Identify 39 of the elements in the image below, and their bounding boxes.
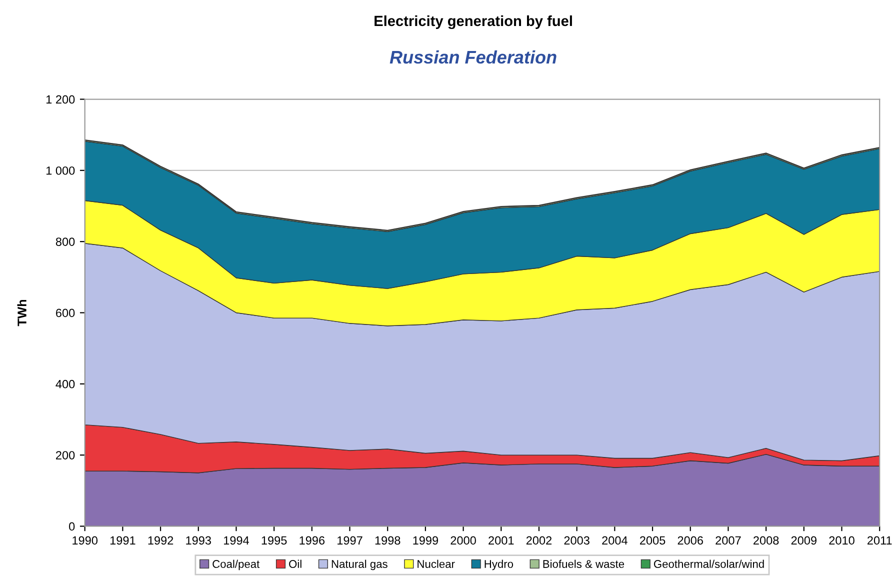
y-tick-label: 0 (69, 522, 75, 531)
x-tick-label: 1992 (148, 536, 174, 545)
chart-subtitle: Russian Federation (390, 50, 556, 64)
y-tick-label: 800 (56, 238, 75, 246)
legend-label: Coal/peat (212, 560, 260, 570)
legend-label: Natural gas (332, 560, 388, 570)
x-tick-label: 1991 (110, 536, 136, 545)
x-tick-label: 1999 (413, 536, 438, 545)
x-tick-label: 1997 (338, 536, 362, 545)
y-tick-label: 400 (56, 380, 75, 388)
y-tick-label: 1 000 (46, 166, 75, 175)
x-tick-label: 1994 (224, 536, 250, 545)
legend-label: Geothermal/solar/wind (654, 560, 764, 568)
x-tick-label: 2005 (640, 536, 666, 545)
x-tick-label: 2003 (564, 536, 590, 545)
legend-label: Hydro (484, 560, 514, 570)
x-tick-label: 1990 (72, 536, 98, 545)
x-tick-label: 1995 (262, 536, 287, 545)
x-tick-label: 2010 (829, 536, 854, 545)
x-tick-label: 1998 (375, 536, 400, 545)
x-tick-label: 2008 (754, 536, 779, 545)
x-tick-label: 1996 (300, 536, 325, 545)
legend-label: Oil (289, 560, 302, 568)
x-tick-label: 2006 (678, 536, 703, 545)
x-tick-label: 2011 (868, 536, 892, 545)
x-tick-label: 2002 (526, 536, 552, 545)
legend-label: Nuclear (418, 560, 455, 568)
y-tick-label: 1 200 (46, 95, 75, 104)
x-tick-label: 2000 (450, 536, 476, 545)
x-tick-label: 2009 (791, 536, 816, 545)
y-axis-title: TWh (17, 300, 26, 326)
y-tick-label: 600 (56, 308, 75, 318)
legend-label: Biofuels & waste (543, 560, 624, 568)
y-tick-label: 200 (56, 451, 75, 460)
chart-title: Electricity generation by fuel (374, 15, 572, 30)
x-tick-label: 2007 (716, 536, 741, 545)
x-tick-label: 2001 (488, 536, 514, 545)
x-tick-label: 2004 (602, 536, 628, 545)
x-tick-label: 1993 (186, 536, 211, 545)
